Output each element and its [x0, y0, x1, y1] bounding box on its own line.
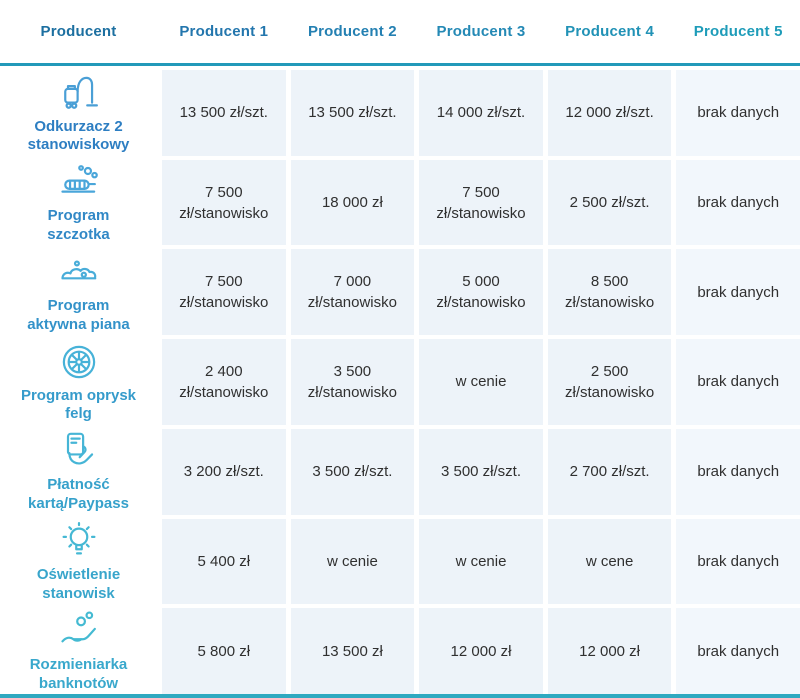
- table-cell: 5 800 zł: [162, 608, 286, 694]
- table-cell: 8 500 zł/stanowisko: [547, 249, 672, 336]
- table-cell: w cenie: [419, 518, 543, 605]
- row-label: Odkurzacz 2 stanowiskowy: [27, 117, 130, 154]
- row-label: Program aktywna piana: [27, 297, 130, 333]
- table-cell: 2 700 zł/szt.: [547, 428, 672, 515]
- wheel-icon: [57, 340, 101, 384]
- table-cell: 3 500 zł/stanowisko: [290, 339, 415, 425]
- table-cell: 3 200 zł/szt.: [162, 428, 286, 515]
- vacuum-icon: [57, 71, 101, 115]
- header-row: Producent Producent 1 Producent 2 Producen…: [0, 0, 800, 66]
- table-cell: w cenie: [290, 518, 415, 605]
- table-cell: brak danych: [676, 159, 800, 246]
- row-header: Odkurzacz 2 stanowiskowy: [0, 70, 157, 156]
- coins-icon: [57, 609, 101, 653]
- table-cell: 7 500 zł/stanowisko: [162, 249, 286, 336]
- table-cell: brak danych: [676, 339, 800, 425]
- table-cell: brak danych: [676, 428, 800, 515]
- table-cell: 2 400 zł/stanowisko: [162, 339, 286, 425]
- table-cell: 3 500 zł/szt.: [419, 428, 543, 515]
- table-grid: Odkurzacz 2 stanowiskowy 13 500 zł/szt. 1…: [0, 66, 800, 694]
- row-header: Program oprysk felg: [0, 339, 157, 425]
- row-header: Rozmieniarka banknotów: [0, 608, 157, 694]
- brush-icon: [57, 160, 101, 204]
- table-cell: 12 000 zł: [547, 608, 672, 694]
- table-cell: 7 000 zł/stanowisko: [290, 249, 415, 336]
- row-header: Program szczotka: [0, 159, 157, 246]
- row-header: Płatność kartą/Paypass: [0, 428, 157, 515]
- table-cell: 13 500 zł/szt.: [162, 70, 286, 156]
- table-cell: 7 500 zł/stanowisko: [162, 159, 286, 246]
- column-header: Producent 3: [436, 23, 526, 40]
- row-header: Oświetlenie stanowisk: [0, 518, 157, 605]
- table-cell: 7 500 zł/stanowisko: [419, 159, 543, 246]
- corner-header: Producent: [40, 23, 117, 40]
- foam-icon: [57, 250, 101, 294]
- column-header: Producent 2: [307, 23, 397, 40]
- table-cell: w cene: [547, 518, 672, 605]
- row-label: Rozmieniarka banknotów: [29, 655, 128, 692]
- table-cell: 5 000 zł/stanowisko: [419, 249, 543, 336]
- row-header: Program aktywna piana: [0, 249, 157, 336]
- table-cell: 2 500 zł/stanowisko: [547, 339, 672, 425]
- table-cell: brak danych: [676, 70, 800, 156]
- row-label: Oświetlenie stanowisk: [36, 566, 121, 602]
- table-cell: 12 000 zł/szt.: [547, 70, 672, 156]
- table-cell: 14 000 zł/szt.: [419, 70, 543, 156]
- row-label: Program oprysk felg: [20, 386, 137, 423]
- table-cell: 18 000 zł: [290, 159, 415, 246]
- table-cell: 3 500 zł/szt.: [290, 428, 415, 515]
- table-cell: brak danych: [676, 608, 800, 694]
- card-icon: [57, 429, 101, 473]
- column-header: Producent 5: [693, 23, 783, 40]
- row-label: Program szczotka: [47, 207, 110, 244]
- table-cell: brak danych: [676, 518, 800, 605]
- table-cell: 13 500 zł/szt.: [290, 70, 415, 156]
- table-cell: w cenie: [419, 339, 543, 425]
- column-header: Producent 4: [565, 23, 655, 40]
- table-cell: 5 400 zł: [162, 518, 286, 605]
- table-cell: 13 500 zł: [290, 608, 415, 694]
- table-cell: brak danych: [676, 249, 800, 336]
- row-label: Płatność kartą/Paypass: [28, 476, 129, 513]
- column-header: Producent 1: [179, 23, 269, 40]
- table-cell: 2 500 zł/szt.: [547, 159, 672, 246]
- bottom-divider: [0, 694, 800, 698]
- bulb-icon: [57, 519, 101, 563]
- table-cell: 12 000 zł: [419, 608, 543, 694]
